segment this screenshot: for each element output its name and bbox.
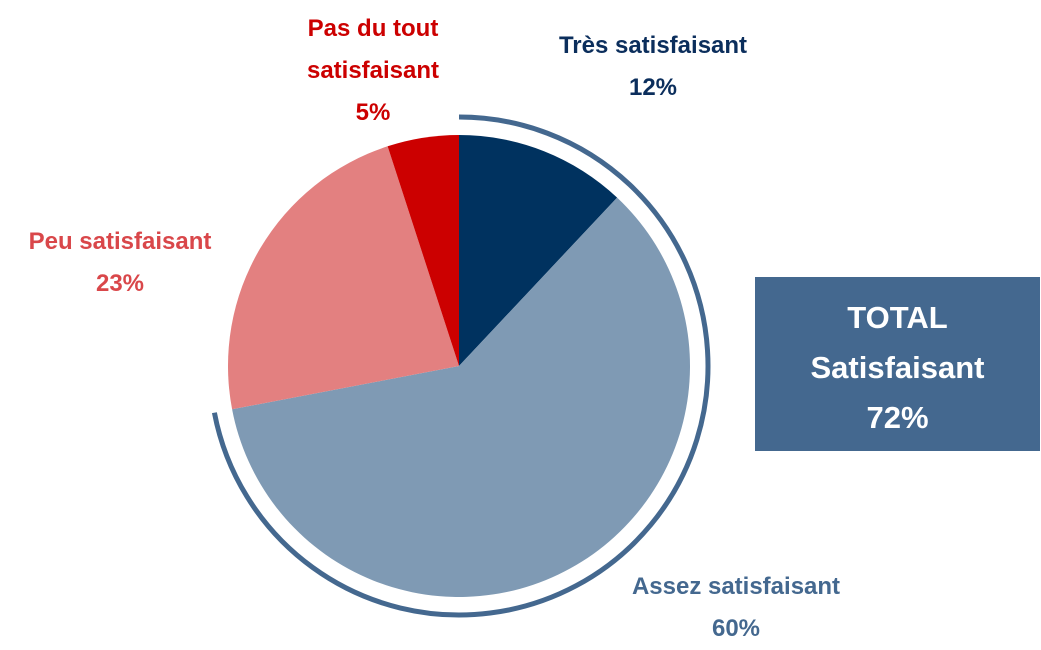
pie-slice — [387, 135, 459, 366]
pie-slice — [232, 197, 690, 597]
slice-name: Assez satisfaisant — [631, 573, 841, 600]
pie-slice — [227, 146, 459, 410]
slice-label: Très satisfaisant 12% — [523, 25, 783, 109]
slice-name: Très satisfaisant — [558, 32, 748, 59]
slice-label: Peu satisfaisant 23% — [0, 221, 250, 305]
slice-label: Pas du tout satisfaisant 5% — [283, 8, 463, 134]
pie-slice — [459, 135, 618, 366]
slice-label: Assez satisfaisant 60% — [596, 566, 876, 650]
total-box: TOTAL Satisfaisant 72% — [755, 277, 1040, 451]
total-label: TOTAL Satisfaisant — [810, 300, 985, 385]
slice-value: 5% — [355, 99, 391, 126]
slice-value: 12% — [628, 74, 678, 101]
slice-value: 60% — [711, 615, 761, 642]
slice-value: 23% — [95, 270, 145, 297]
satisfied-arc — [211, 114, 711, 618]
total-value: 72% — [866, 400, 929, 435]
slice-name: Peu satisfaisant — [28, 228, 212, 255]
slice-name: Pas du tout satisfaisant — [306, 15, 440, 84]
